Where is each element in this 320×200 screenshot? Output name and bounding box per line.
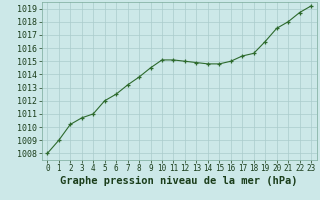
- X-axis label: Graphe pression niveau de la mer (hPa): Graphe pression niveau de la mer (hPa): [60, 176, 298, 186]
